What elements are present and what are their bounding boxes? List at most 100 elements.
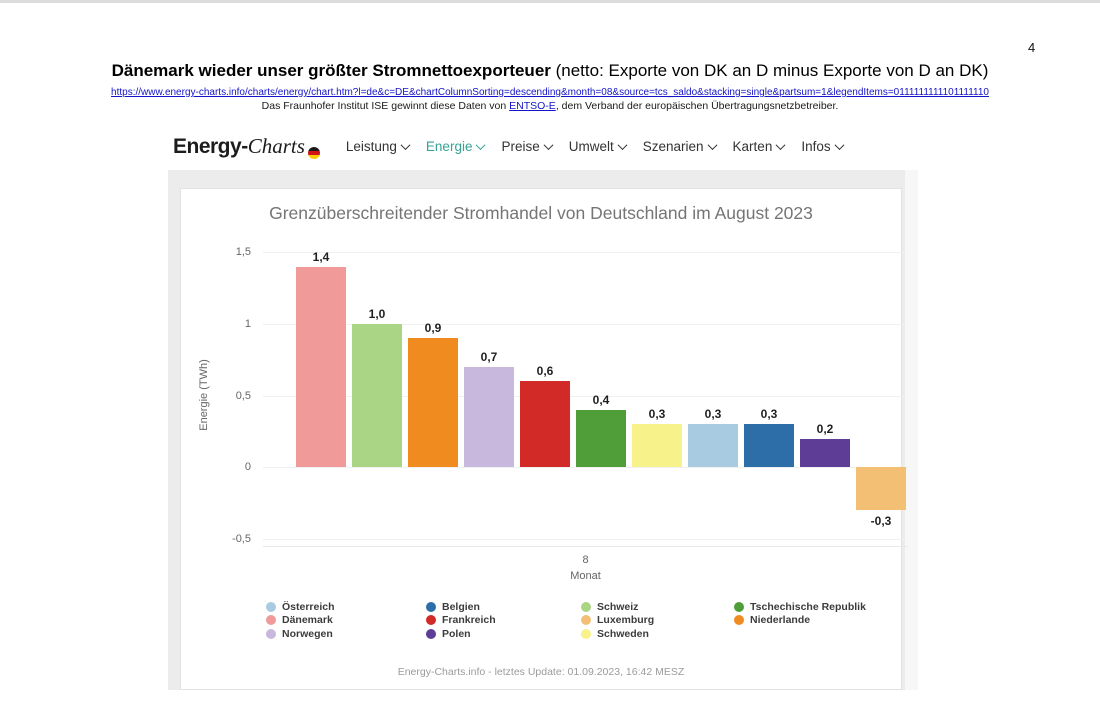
legend-label: Norwegen xyxy=(282,627,333,640)
bar-value-label: 0,9 xyxy=(424,321,442,336)
bar-niederlande xyxy=(408,338,458,468)
nav-item-leistung[interactable]: Leistung xyxy=(346,139,411,154)
chart-title: Grenzüberschreitender Stromhandel von De… xyxy=(269,203,813,223)
legend-label: Dänemark xyxy=(282,614,333,627)
gridline xyxy=(263,467,908,469)
chevron-down-icon xyxy=(834,139,845,150)
legend-color-dot xyxy=(426,601,436,612)
legend-label: Belgien xyxy=(442,600,480,613)
energy-charts-logo[interactable]: Energy- Charts xyxy=(173,134,320,159)
legend-label: Polen xyxy=(442,627,471,640)
legend-color-dot xyxy=(266,628,276,639)
nav-item-umwelt[interactable]: Umwelt xyxy=(568,138,628,154)
x-axis-label: Monat xyxy=(570,570,601,582)
legend-item-polen[interactable]: Polen xyxy=(426,627,496,641)
bar-polen xyxy=(800,438,850,468)
bar-value-label: 0,7 xyxy=(480,349,498,364)
legend-label: Luxemburg xyxy=(597,614,655,627)
legend-item-belgien[interactable]: Belgien xyxy=(426,600,496,614)
legend-item-schweiz[interactable]: Schweiz xyxy=(581,600,654,614)
bar-frankreich xyxy=(520,381,570,468)
legend-item-österreich[interactable]: Österreich xyxy=(266,600,335,614)
entso-e-link[interactable]: ENTSO-E xyxy=(509,100,556,112)
y-tick-label: 0 xyxy=(244,461,251,474)
slide-title-rest: (netto: Exporte von DK an D minus Export… xyxy=(550,61,989,80)
chart-page-background: Grenzüberschreitender Stromhandel von De… xyxy=(168,170,918,690)
nav-item-label: Preise xyxy=(501,138,540,154)
chevron-down-icon xyxy=(400,139,411,150)
bar-schweiz xyxy=(352,323,402,468)
slide-page-number: 4 xyxy=(1028,40,1036,55)
nav-item-label: Szenarien xyxy=(642,138,704,154)
slide-title-bold: Dänemark wieder unser größter Stromnetto… xyxy=(111,61,551,80)
nav-item-label: Karten xyxy=(732,138,773,154)
bar-luxemburg xyxy=(856,467,906,511)
data-source-line: Das Fraunhofer Institut ISE gewinnt dies… xyxy=(0,100,1100,112)
logo-text-italic: Charts xyxy=(247,133,305,158)
nav-item-label: Infos xyxy=(801,138,831,154)
legend-color-dot xyxy=(266,615,276,626)
legend-column: Österreich Dänemark Norwegen xyxy=(266,600,335,641)
energy-charts-header: Energy- Charts Leistung Energie Preise Umwel… xyxy=(173,130,845,162)
nav-item-infos[interactable]: Infos xyxy=(801,138,845,154)
legend-color-dot xyxy=(734,615,744,626)
legend-item-frankreich[interactable]: Frankreich xyxy=(426,614,496,628)
chart-url-link[interactable]: https://www.energy-charts.info/charts/en… xyxy=(111,87,989,98)
y-tick-label: -0,5 xyxy=(232,532,251,545)
legend-label: Österreich xyxy=(282,600,335,613)
legend-label: Schweiz xyxy=(597,600,639,613)
bar-value-label: 0,2 xyxy=(816,421,834,436)
legend-item-schweden[interactable]: Schweden xyxy=(581,627,654,641)
bar-schweden xyxy=(632,424,682,468)
source-text-suffix: , dem Verband der europäischen Übertragu… xyxy=(555,100,839,112)
legend-item-norwegen[interactable]: Norwegen xyxy=(266,627,335,641)
nav-item-preise[interactable]: Preise xyxy=(501,138,554,154)
legend-color-dot xyxy=(426,628,436,639)
bar-value-label: 0,3 xyxy=(704,407,722,422)
legend-column: Schweiz Luxemburg Schweden xyxy=(581,600,654,641)
legend-item-tschechische-republik[interactable]: Tschechische Republik xyxy=(734,600,866,614)
chart-card: Grenzüberschreitender Stromhandel von De… xyxy=(180,188,908,690)
chart-footer-note: Energy-Charts.info - letztes Update: 01.… xyxy=(397,666,685,678)
gridline xyxy=(263,395,908,397)
source-text-prefix: Das Fraunhofer Institut ISE gewinnt dies… xyxy=(261,100,510,112)
x-tick-label: 8 xyxy=(582,554,589,566)
nav-item-label: Energie xyxy=(425,138,473,154)
y-tick-label: 1 xyxy=(244,317,251,330)
chevron-down-icon xyxy=(775,139,786,150)
legend-item-niederlande[interactable]: Niederlande xyxy=(734,614,866,628)
gridline xyxy=(263,323,908,325)
nav-item-energie[interactable]: Energie xyxy=(425,138,486,154)
bar-tschechische-republik xyxy=(576,409,626,468)
legend-color-dot xyxy=(581,615,591,626)
legend-label: Schweden xyxy=(597,627,649,640)
bar-value-label: 0,3 xyxy=(648,407,666,422)
legend-item-dänemark[interactable]: Dänemark xyxy=(266,614,335,628)
legend-column: Belgien Frankreich Polen xyxy=(426,600,496,641)
bar-österreich xyxy=(688,424,738,468)
gridline xyxy=(263,252,908,254)
legend-color-dot xyxy=(426,615,436,626)
legend-column: Tschechische Republik Niederlande xyxy=(734,600,866,627)
gridline xyxy=(263,538,908,540)
bar-value-label: 1,4 xyxy=(312,249,330,264)
legend-color-dot xyxy=(581,601,591,612)
scrollbar-track[interactable] xyxy=(905,170,918,690)
legend-label: Niederlande xyxy=(750,614,811,627)
y-tick-label: 1,5 xyxy=(235,246,251,259)
bar-norwegen xyxy=(464,366,514,468)
legend-item-luxemburg[interactable]: Luxemburg xyxy=(581,614,654,628)
bar-value-label: 1,0 xyxy=(368,306,386,321)
nav-item-szenarien[interactable]: Szenarien xyxy=(642,138,717,154)
page-top-edge xyxy=(0,0,1100,3)
nav-item-karten[interactable]: Karten xyxy=(732,138,786,154)
chevron-down-icon xyxy=(543,139,554,150)
slide-title: Dänemark wieder unser größter Stromnetto… xyxy=(0,61,1100,81)
nav-item-label: Umwelt xyxy=(568,138,614,154)
legend-label: Frankreich xyxy=(442,614,496,627)
chevron-down-icon xyxy=(707,139,717,150)
bar-value-label: 0,6 xyxy=(536,364,554,379)
bar-value-label: -0,3 xyxy=(870,514,892,529)
bar-value-label: 0,4 xyxy=(592,392,610,407)
bar-dänemark xyxy=(296,266,346,468)
